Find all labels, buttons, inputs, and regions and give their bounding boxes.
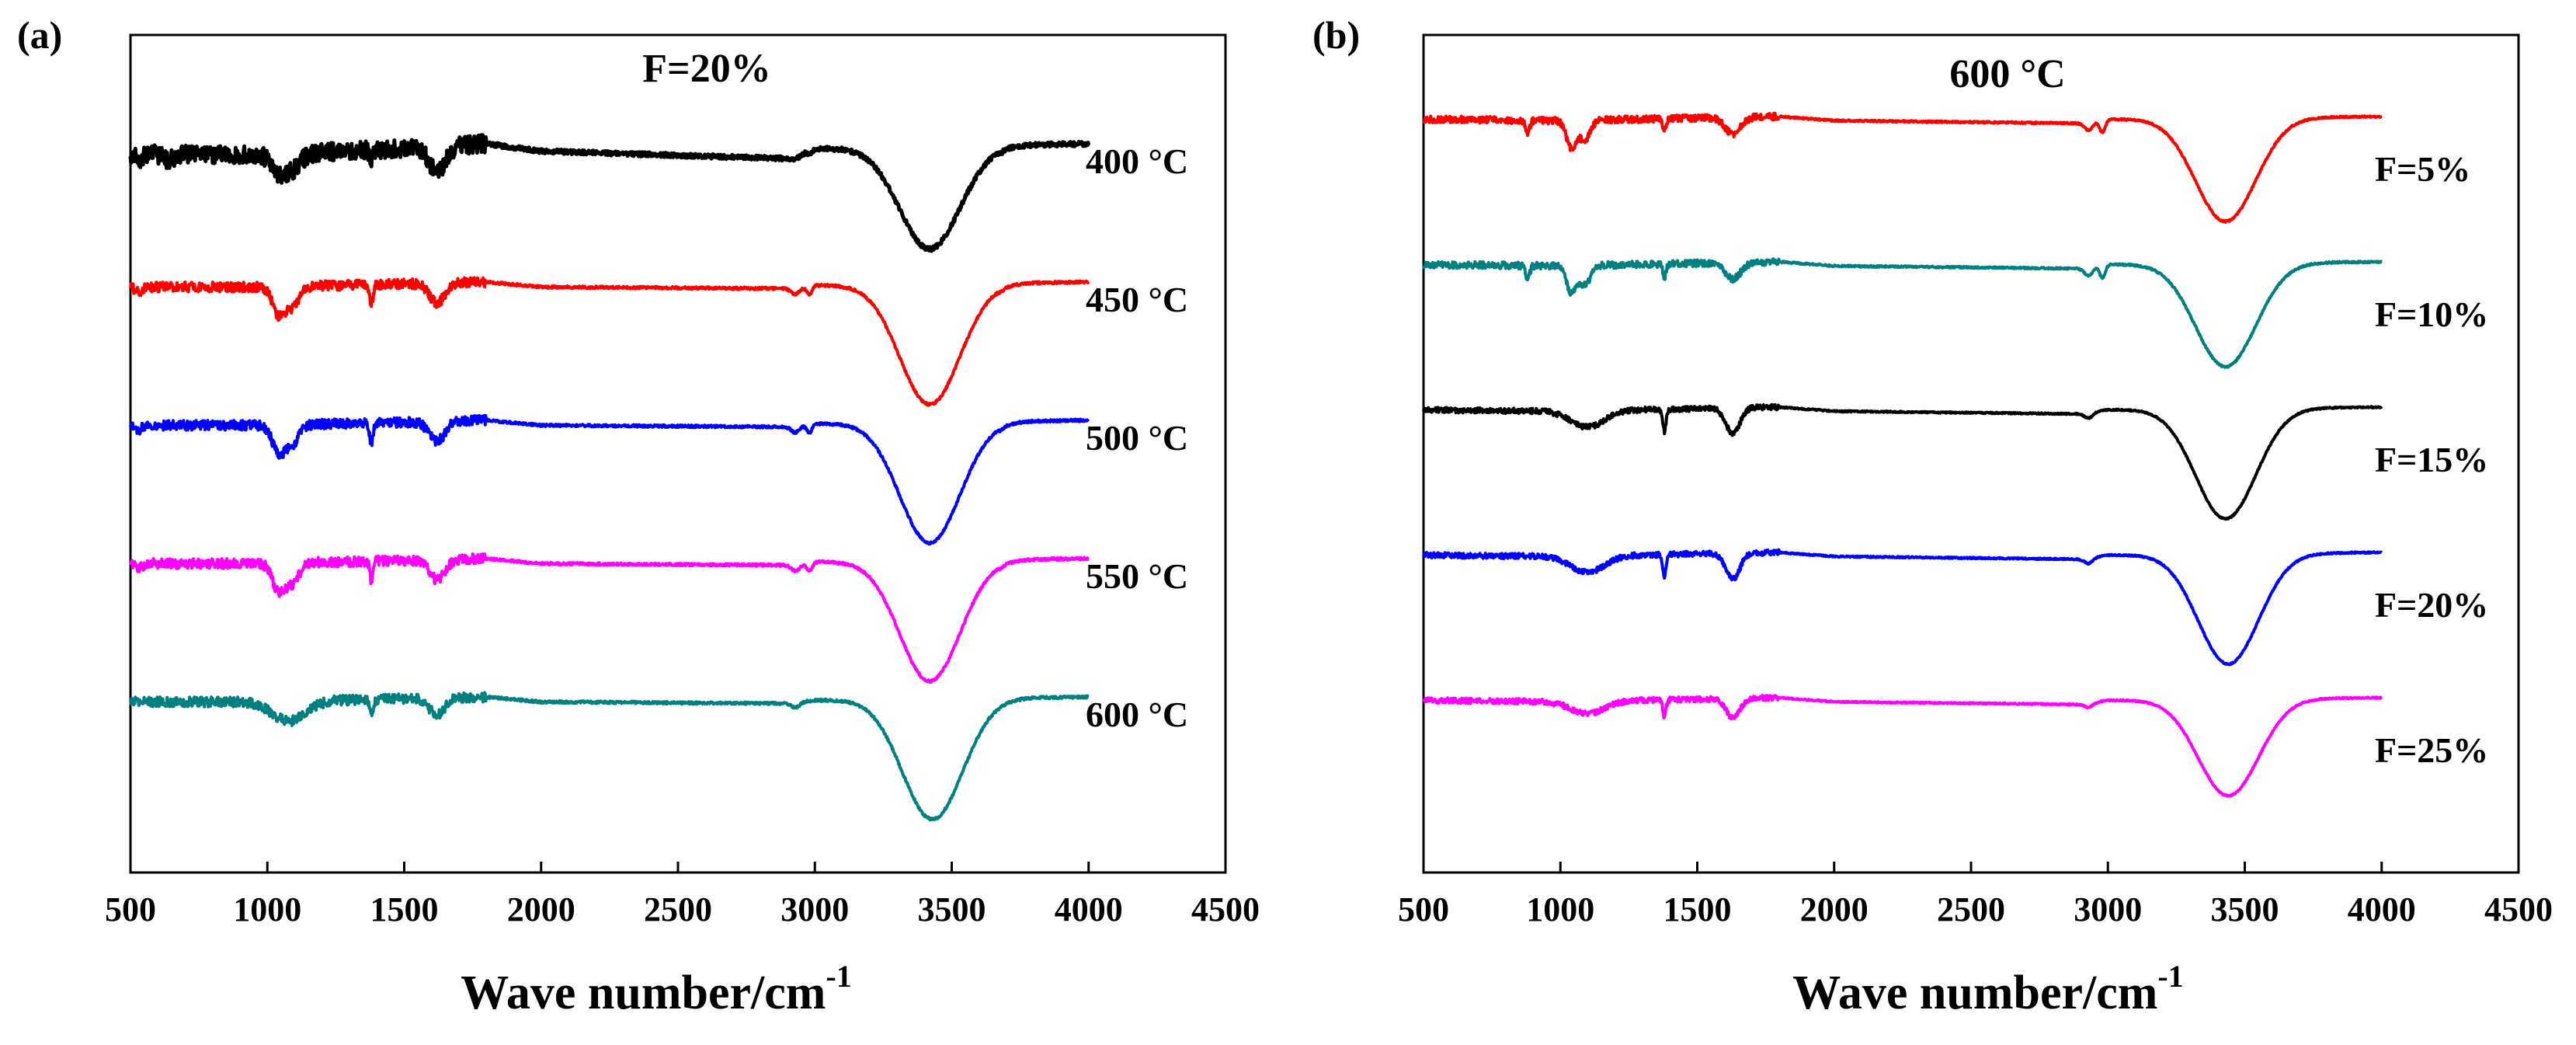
x-tick-label: 500 xyxy=(1398,890,1449,928)
x-tick-label: 3500 xyxy=(918,890,986,928)
x-tick-label: 4000 xyxy=(1055,890,1123,928)
series-line-f-10- xyxy=(1422,257,2383,369)
series-label: F=20% xyxy=(2375,585,2488,625)
series-line-f-5- xyxy=(1422,111,2383,224)
panel-b-series-layer: F=5% F=10% F=15% F=20% F=25% xyxy=(1422,111,2488,798)
x-tick-label: 1000 xyxy=(1526,890,1594,928)
series-label: 450 °C xyxy=(1086,280,1188,319)
panel-a-x-axis-label: Wave number/cm-1 xyxy=(461,959,851,1019)
series-label: 400 °C xyxy=(1086,141,1188,181)
x-tick-label: 2000 xyxy=(507,890,575,928)
x-tick-label: 1500 xyxy=(1663,890,1732,928)
x-tick-label: 2500 xyxy=(644,890,712,928)
panel-b: (b) 600 °C F=5% F=10% F=15% F=20% F=25% 500 1… xyxy=(1312,13,2553,1019)
panel-a-letter: (a) xyxy=(17,13,62,57)
x-tick-label: 4500 xyxy=(1191,890,1260,928)
series-label: F=5% xyxy=(2375,149,2470,189)
series-line-f-25- xyxy=(1422,694,2383,798)
series-label: 600 °C xyxy=(1086,695,1188,734)
x-tick-label: 1000 xyxy=(233,890,301,928)
series-line-f-15- xyxy=(1422,402,2383,521)
series-line-400-c xyxy=(128,133,1091,253)
x-tick-label: 4500 xyxy=(2484,890,2553,928)
series-label: 550 °C xyxy=(1086,556,1188,596)
x-tick-label: 2000 xyxy=(1800,890,1869,928)
panel-b-tick-layer: 500 1000 1500 2000 2500 3000 3500 4000 4500 xyxy=(1398,862,2553,928)
x-tick-label: 4000 xyxy=(2348,890,2416,928)
panel-b-title: 600 °C xyxy=(1949,52,2065,96)
series-line-f-20- xyxy=(1422,548,2383,667)
series-label: F=15% xyxy=(2375,440,2488,479)
panel-b-letter: (b) xyxy=(1312,13,1360,57)
series-line-600-c xyxy=(129,691,1090,822)
x-tick-label: 3000 xyxy=(780,890,849,928)
x-tick-label: 3500 xyxy=(2211,890,2279,928)
x-tick-label: 3000 xyxy=(2074,890,2142,928)
series-label: F=10% xyxy=(2375,294,2488,334)
panel-a-tick-layer: 500 1000 1500 2000 2500 3000 3500 4000 4500 xyxy=(105,862,1260,928)
series-label: F=25% xyxy=(2375,730,2488,770)
x-tick-label: 2500 xyxy=(1937,890,2005,928)
x-tick-label: 500 xyxy=(105,890,156,928)
panel-a-series-layer: 400 °C 450 °C 500 °C 550 °C 600 °C xyxy=(128,133,1188,822)
x-tick-label: 1500 xyxy=(370,890,439,928)
panel-a: (a) F=20% 400 °C 450 °C 500 °C 550 °C 600 °C… xyxy=(17,13,1260,1019)
panel-b-plot-frame xyxy=(1422,33,2520,874)
panel-b-x-axis-label: Wave number/cm-1 xyxy=(1792,959,2183,1019)
series-line-550-c xyxy=(129,552,1090,684)
panel-a-title: F=20% xyxy=(642,47,770,91)
series-label: 500 °C xyxy=(1086,418,1188,458)
series-line-450-c xyxy=(129,276,1090,407)
series-line-500-c xyxy=(129,413,1090,546)
